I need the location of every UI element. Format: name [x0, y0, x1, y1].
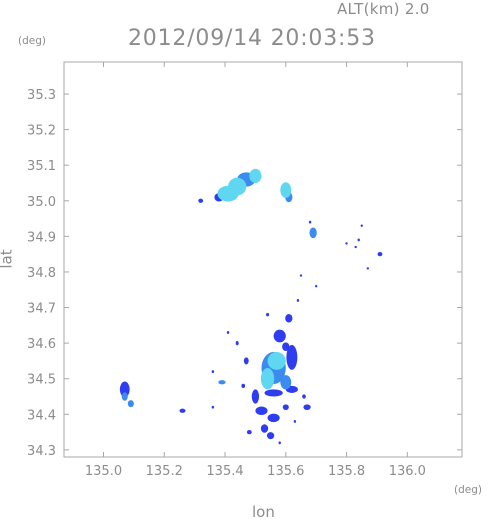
y-axis-ticks: 34.3 34.4 34.5 34.6 34.7 34.8 34.9 35.0 35.1 35.2… — [27, 88, 462, 459]
y-tick-label: 34.4 — [27, 408, 56, 423]
y-tick-label: 34.9 — [27, 230, 56, 245]
echo-cell-37 — [302, 394, 306, 399]
echo-cell-40 — [260, 424, 269, 433]
echo-cell-33 — [218, 380, 226, 385]
echo-cell-13 — [377, 252, 383, 257]
echo-cells — [119, 168, 383, 445]
echo-cell-3 — [249, 168, 262, 183]
y-tick-label: 34.5 — [27, 373, 56, 388]
echo-cell-42 — [246, 429, 252, 435]
echo-cell-34 — [241, 383, 246, 388]
echo-cell-49 — [119, 381, 130, 398]
echo-cell-31 — [226, 331, 230, 334]
echo-cell-32 — [211, 370, 215, 374]
echo-cell-6 — [280, 182, 292, 198]
x-tick-label: 135.6 — [267, 464, 304, 479]
echo-cell-26 — [280, 375, 292, 390]
echo-cell-38 — [255, 406, 268, 416]
echo-cell-12 — [354, 245, 357, 249]
echo-cell-15 — [366, 267, 370, 270]
echo-cell-27 — [286, 344, 298, 370]
echo-cell-20 — [273, 329, 286, 343]
echo-cell-8 — [309, 227, 317, 239]
echo-cell-45 — [293, 419, 297, 423]
y-tick-label: 34.6 — [27, 337, 56, 352]
y-tick-label: 35.2 — [27, 124, 56, 139]
x-tick-label: 135.4 — [206, 464, 243, 479]
echo-cell-11 — [357, 238, 360, 242]
chart-title-datetime: 2012/09/14 20:03:53 — [128, 26, 376, 51]
y-tick-label: 35.1 — [27, 159, 56, 174]
echo-cell-46 — [278, 441, 281, 445]
y-axis-label: lat — [0, 249, 16, 269]
echo-cell-22 — [266, 312, 270, 317]
echo-cell-30 — [235, 340, 239, 346]
y-tick-label: 34.7 — [27, 302, 56, 317]
echo-cell-41 — [266, 432, 275, 440]
x-tick-label: 135.0 — [85, 464, 122, 479]
echo-cell-29 — [243, 357, 249, 365]
y-tick-label: 34.8 — [27, 266, 56, 281]
x-tick-label: 135.8 — [328, 464, 365, 479]
y-tick-label: 35.0 — [27, 195, 56, 210]
x-axis-label: lon — [252, 503, 275, 521]
echo-cell-14 — [345, 242, 348, 245]
echo-cell-9 — [308, 220, 312, 224]
echo-cell-39 — [267, 413, 280, 423]
echo-cell-5 — [198, 198, 204, 203]
altitude-label: ALT(km) 2.0 — [337, 0, 430, 18]
echo-cell-28 — [251, 389, 260, 404]
echo-cell-50 — [121, 392, 128, 401]
echo-cell-43 — [282, 404, 289, 411]
echo-cell-19 — [285, 313, 293, 323]
echo-cell-44 — [303, 404, 311, 411]
echo-cell-47 — [211, 405, 215, 409]
y-tick-label: 35.3 — [27, 88, 56, 103]
echo-cell-16 — [299, 274, 303, 277]
y-tick-label: 34.3 — [27, 444, 56, 459]
echo-cell-17 — [314, 284, 318, 288]
x-tick-label: 135.2 — [146, 464, 183, 479]
echo-cell-25 — [260, 368, 275, 390]
echo-cell-51 — [127, 400, 134, 408]
plot-frame — [63, 61, 463, 458]
echo-cell-48 — [179, 408, 186, 413]
echo-cell-10 — [360, 224, 363, 227]
echo-cell-35 — [264, 389, 283, 397]
echo-cell-21 — [282, 342, 290, 351]
echo-cell-1 — [228, 177, 247, 196]
x-tick-label: 136.0 — [389, 464, 426, 479]
x-axis-unit: (deg) — [454, 484, 482, 496]
y-axis-unit: (deg) — [18, 35, 46, 47]
echo-cell-24 — [267, 352, 286, 370]
echo-cell-18 — [296, 299, 300, 302]
x-axis-ticks: 135.0 135.2 135.4 135.6 135.8 136.0 — [85, 62, 426, 479]
